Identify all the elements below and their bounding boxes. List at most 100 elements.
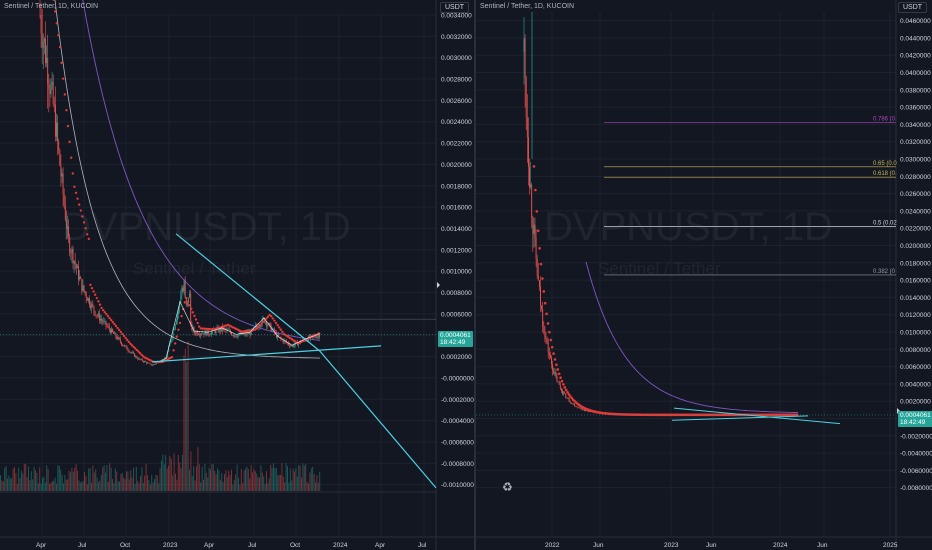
ma-red-dot bbox=[183, 301, 186, 304]
left-chart-svg[interactable]: 0.0034000 0.0032000 0.0030000 0.0028000 0.00… bbox=[0, 0, 474, 550]
volume-bar bbox=[316, 475, 318, 491]
ma-red-dots bbox=[532, 165, 799, 417]
tradingview-logo-icon[interactable]: ♻ bbox=[502, 480, 513, 494]
candle-body bbox=[183, 279, 185, 292]
right-chart-svg[interactable]: 0.0460000 0.0440000 0.0420000 0.0400000 0.03… bbox=[476, 0, 932, 550]
candle-body bbox=[211, 331, 213, 335]
ma-red-dot bbox=[122, 334, 126, 338]
volume-bar bbox=[91, 482, 92, 491]
ma-red-dot bbox=[97, 300, 100, 303]
candle-body bbox=[184, 279, 186, 298]
ma-red-dot bbox=[266, 315, 270, 318]
right-currency-button[interactable]: USDT bbox=[898, 2, 928, 13]
candle-body bbox=[181, 287, 183, 295]
volume-bar bbox=[277, 475, 279, 491]
volume-bar bbox=[309, 472, 311, 491]
volume-bar bbox=[292, 468, 294, 491]
volume-bar bbox=[226, 476, 228, 491]
volume-bar bbox=[120, 473, 122, 491]
volume-bar bbox=[266, 471, 267, 491]
volume-bar bbox=[163, 464, 165, 491]
y-tick-label: 0.0220000 bbox=[900, 226, 931, 233]
volume-bar bbox=[263, 476, 265, 491]
candle-body bbox=[555, 372, 557, 376]
candle-body bbox=[217, 327, 219, 332]
candle-body bbox=[279, 336, 281, 338]
candle-body bbox=[200, 333, 202, 336]
candle-body bbox=[125, 345, 127, 347]
candle-body bbox=[291, 345, 293, 346]
ma-red-dot bbox=[98, 303, 102, 306]
volume-bar bbox=[148, 480, 150, 491]
candle-body bbox=[576, 406, 578, 408]
candle-body bbox=[234, 335, 236, 337]
volume-bar bbox=[210, 469, 211, 491]
left-currency-button[interactable]: USDT bbox=[440, 2, 470, 13]
candle-body bbox=[151, 365, 153, 366]
candle-body bbox=[526, 117, 528, 138]
candle-body bbox=[588, 411, 590, 412]
ma-purple-line bbox=[585, 261, 798, 413]
ma-red-dot bbox=[62, 77, 65, 80]
y-tick-label: 0.0032000 bbox=[441, 34, 472, 41]
candle-body bbox=[127, 349, 129, 351]
candle-body bbox=[79, 277, 81, 280]
pane-separator[interactable] bbox=[474, 0, 476, 550]
candle-body bbox=[107, 326, 109, 327]
candle-body bbox=[529, 166, 530, 188]
x-tick-label: Oct bbox=[120, 542, 130, 549]
candle-body bbox=[105, 320, 107, 326]
y-tick-label: 0.0012000 bbox=[441, 247, 472, 254]
candle-body bbox=[236, 336, 238, 338]
y-tick-label: 0.0460000 bbox=[900, 18, 931, 25]
candle-body bbox=[90, 305, 92, 308]
volume-bar bbox=[254, 471, 256, 491]
candle-body bbox=[95, 315, 97, 316]
candle-body bbox=[101, 319, 103, 321]
candle-body bbox=[98, 313, 100, 321]
ma-red-dot bbox=[262, 320, 265, 323]
volume-bar bbox=[176, 479, 178, 491]
ma-red-dot bbox=[536, 229, 540, 233]
ma-red-dot bbox=[562, 383, 565, 386]
y-tick-label: 0.0022000 bbox=[441, 141, 472, 148]
ma-red-dot bbox=[255, 327, 258, 330]
volume-bar bbox=[159, 468, 161, 491]
volume-bar bbox=[113, 483, 115, 491]
volume-bar bbox=[201, 466, 203, 491]
candle-body bbox=[134, 353, 136, 357]
left-chart-pane[interactable]: 0.0034000 0.0032000 0.0030000 0.0028000 0.00… bbox=[0, 0, 474, 550]
candle-body bbox=[265, 321, 266, 323]
volume-bar bbox=[278, 474, 280, 491]
volume-bar bbox=[37, 483, 39, 491]
volume-bar bbox=[49, 483, 50, 491]
volume-bar bbox=[93, 472, 95, 491]
volume-bar bbox=[40, 483, 42, 491]
candle-body bbox=[97, 313, 99, 316]
candle-body bbox=[60, 165, 62, 177]
volume-bar bbox=[260, 465, 262, 491]
volume-bar bbox=[264, 483, 266, 491]
volume-bar bbox=[84, 471, 85, 491]
volume-bar bbox=[295, 467, 297, 491]
trend-line bbox=[175, 233, 321, 352]
y-tick-label: -0.0020000 bbox=[900, 433, 932, 440]
candles-group bbox=[39, 0, 320, 367]
candle-body bbox=[80, 277, 82, 279]
volume-bar bbox=[319, 471, 321, 491]
x-tick-label: Apr bbox=[36, 542, 47, 549]
candle-body bbox=[243, 333, 244, 335]
y-tick-label: -0.0040000 bbox=[900, 451, 932, 458]
right-chart-pane[interactable]: 0.0460000 0.0440000 0.0420000 0.0400000 0.03… bbox=[476, 0, 932, 550]
candle-body bbox=[543, 325, 545, 333]
volume-bar bbox=[77, 470, 78, 491]
candle-body bbox=[177, 313, 178, 321]
candle-body bbox=[292, 345, 294, 347]
left-watermark-name: Sentinel / Tether bbox=[133, 259, 256, 278]
candle-body bbox=[144, 361, 145, 362]
volume-bar bbox=[9, 478, 11, 491]
volume-bar bbox=[222, 482, 224, 491]
volume-bar bbox=[204, 463, 206, 491]
candle-body bbox=[570, 402, 572, 404]
candle-body bbox=[536, 259, 538, 276]
